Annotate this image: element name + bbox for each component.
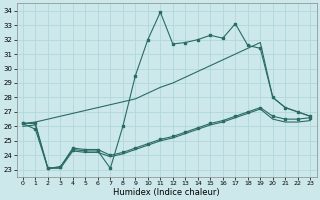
- X-axis label: Humidex (Indice chaleur): Humidex (Indice chaleur): [113, 188, 220, 197]
